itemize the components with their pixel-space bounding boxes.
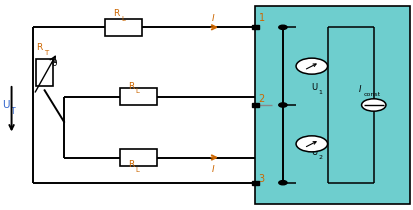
Text: R: R <box>114 9 120 18</box>
Bar <box>120 149 157 166</box>
Text: R: R <box>36 43 43 52</box>
Text: L: L <box>135 167 139 173</box>
Circle shape <box>279 25 287 29</box>
Text: T: T <box>11 107 16 116</box>
Circle shape <box>279 103 287 107</box>
Bar <box>120 88 157 105</box>
Bar <box>105 19 142 36</box>
Text: T: T <box>44 50 48 55</box>
Text: 1: 1 <box>259 13 265 24</box>
Text: 2: 2 <box>318 155 322 160</box>
Text: R: R <box>128 160 134 169</box>
Text: I: I <box>212 165 214 174</box>
Bar <box>36 59 53 86</box>
Text: U: U <box>311 148 317 157</box>
Circle shape <box>296 136 328 152</box>
Text: U: U <box>2 100 9 110</box>
Text: 1: 1 <box>318 90 322 95</box>
Text: U: U <box>311 83 317 92</box>
Text: L: L <box>135 88 139 94</box>
Text: 2: 2 <box>259 94 265 104</box>
Bar <box>252 103 259 107</box>
Circle shape <box>279 181 287 185</box>
Text: I: I <box>358 85 361 94</box>
Text: L: L <box>121 16 125 22</box>
Bar <box>255 6 410 204</box>
Circle shape <box>362 99 386 111</box>
Text: I: I <box>212 14 214 23</box>
Text: R: R <box>128 82 134 91</box>
Circle shape <box>296 58 328 74</box>
Text: 3: 3 <box>259 174 265 184</box>
Bar <box>252 181 259 185</box>
Bar <box>252 25 259 29</box>
Text: ϑ: ϑ <box>52 59 57 67</box>
Text: const: const <box>363 92 380 97</box>
